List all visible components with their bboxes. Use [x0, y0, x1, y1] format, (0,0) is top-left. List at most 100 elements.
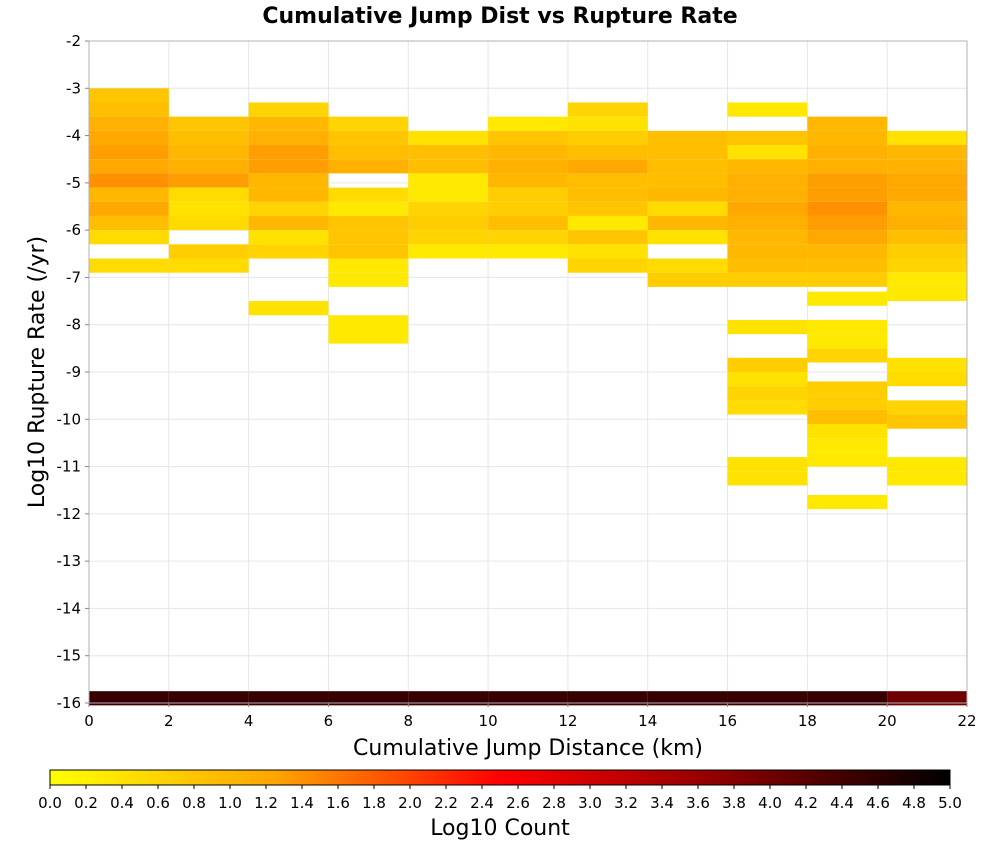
- heatmap-cell: [89, 187, 169, 202]
- colorbar-tick-label: 4.6: [866, 794, 890, 812]
- colorbar-tick-label: 2.0: [398, 794, 422, 812]
- heatmap-cell: [89, 116, 169, 131]
- heatmap-cell: [408, 187, 489, 202]
- heatmap-cell: [248, 201, 329, 216]
- y-tick-label: -13: [57, 552, 82, 570]
- heatmap-cell: [248, 187, 329, 202]
- x-tick-label: 4: [244, 712, 254, 730]
- colorbar-tick-label: 2.4: [470, 794, 494, 812]
- heatmap-cell: [328, 244, 409, 259]
- heatmap-cell: [89, 145, 169, 160]
- colorbar-tick-label: 1.2: [254, 794, 278, 812]
- heatmap-cell: [248, 215, 329, 231]
- heatmap-cell: [807, 334, 888, 349]
- heatmap-cell: [887, 173, 967, 188]
- x-tick-label: 8: [403, 712, 413, 730]
- heatmap-cell: [807, 145, 888, 160]
- y-tick-label: -9: [66, 363, 81, 381]
- x-tick-label: 20: [878, 712, 897, 730]
- heatmap-cell: [647, 173, 728, 188]
- heatmap-cell: [567, 201, 648, 216]
- heatmap-cell: [887, 457, 967, 472]
- heatmap-cell: [89, 258, 169, 273]
- heatmap-cell: [89, 88, 169, 103]
- x-tick-label: 16: [718, 712, 737, 730]
- heatmap-cell: [807, 452, 888, 467]
- colorbar-tick-label: 0.6: [146, 794, 170, 812]
- x-tick-label: 10: [479, 712, 498, 730]
- heatmap-cell: [807, 494, 888, 510]
- heatmap-cell: [168, 244, 249, 259]
- heatmap-cell: [727, 357, 808, 372]
- heatmap-cell: [647, 215, 728, 231]
- heatmap-cell: [488, 201, 568, 216]
- heatmap-cell: [887, 215, 967, 231]
- heatmap-cell: [647, 159, 728, 174]
- heatmap-cell: [887, 372, 967, 387]
- heatmap-cell: [807, 230, 888, 245]
- heatmap-cell: [328, 187, 409, 202]
- heatmap-cell: [807, 130, 888, 146]
- colorbar-tick-label: 3.0: [578, 794, 602, 812]
- heatmap-cell: [647, 691, 728, 706]
- heatmap-cell: [89, 173, 169, 188]
- heatmap-cell: [488, 130, 568, 146]
- heatmap-cell: [887, 400, 967, 415]
- heatmap-cell: [488, 159, 568, 174]
- colorbar-tick-label: 4.8: [902, 794, 926, 812]
- heatmap-cell: [887, 471, 967, 486]
- heatmap-cell: [727, 244, 808, 259]
- heatmap-cell: [727, 159, 808, 174]
- colorbar-tick-label: 3.2: [614, 794, 638, 812]
- heatmap-cell: [727, 457, 808, 472]
- x-tick-label: 18: [798, 712, 817, 730]
- x-axis-label: Cumulative Jump Distance (km): [353, 736, 703, 761]
- heatmap-cell: [647, 145, 728, 160]
- colorbar-tick-label: 3.8: [722, 794, 746, 812]
- heatmap-cell: [328, 215, 409, 231]
- colorbar-tick-label: 2.2: [434, 794, 458, 812]
- heatmap-cell: [887, 130, 967, 146]
- heatmap-cell: [328, 315, 409, 330]
- heatmap-cell: [727, 258, 808, 273]
- colorbar-tick-label: 2.6: [506, 794, 530, 812]
- heatmap-cell: [248, 130, 329, 146]
- heatmap-cell: [328, 116, 409, 131]
- heatmap-cell: [488, 244, 568, 259]
- heatmap-cell: [168, 145, 249, 160]
- heatmap-cell: [408, 691, 489, 706]
- heatmap-cell: [488, 173, 568, 188]
- heatmap-cell: [89, 201, 169, 216]
- colorbar-tick-label: 0.4: [110, 794, 134, 812]
- heatmap-cell: [328, 272, 409, 287]
- heatmap-cell: [727, 187, 808, 202]
- heatmap-cell: [328, 159, 409, 174]
- heatmap-cell: [328, 201, 409, 216]
- heatmap-cell: [567, 691, 648, 706]
- heatmap-cell: [727, 372, 808, 387]
- y-tick-label: -3: [66, 79, 81, 97]
- x-tick-label: 14: [638, 712, 657, 730]
- heatmap-cell: [887, 357, 967, 372]
- heatmap-cell: [887, 159, 967, 174]
- y-tick-label: -12: [57, 505, 82, 523]
- chart-title: Cumulative Jump Dist vs Rupture Rate: [262, 4, 737, 29]
- heatmap-cell: [807, 291, 888, 306]
- heatmap-cell: [807, 395, 888, 410]
- heatmap-cell: [567, 244, 648, 259]
- colorbar: 0.0 0.2 0.4 0.6 0.8 1.0 1.2 1.4 1.6 1.8 2.0 2.2 2.4 2…: [38, 769, 962, 841]
- heatmap-cell: [328, 691, 409, 706]
- heatmap-cell: [727, 400, 808, 415]
- heatmap-cell: [887, 258, 967, 273]
- heatmap-cell: [807, 691, 888, 706]
- heatmap-cell: [567, 145, 648, 160]
- x-tick-label: 2: [164, 712, 174, 730]
- heatmap-cell: [887, 244, 967, 259]
- heatmap-cell: [408, 201, 489, 216]
- x-axis-ticks: 0 2 4 6 8 10 12 14 16 18 20 22: [84, 703, 977, 730]
- heatmap-cell: [488, 215, 568, 231]
- heatmap-cell: [887, 286, 967, 302]
- colorbar-tick-label: 0.2: [74, 794, 98, 812]
- heatmap-cell: [647, 272, 728, 287]
- heatmap-cell: [567, 130, 648, 146]
